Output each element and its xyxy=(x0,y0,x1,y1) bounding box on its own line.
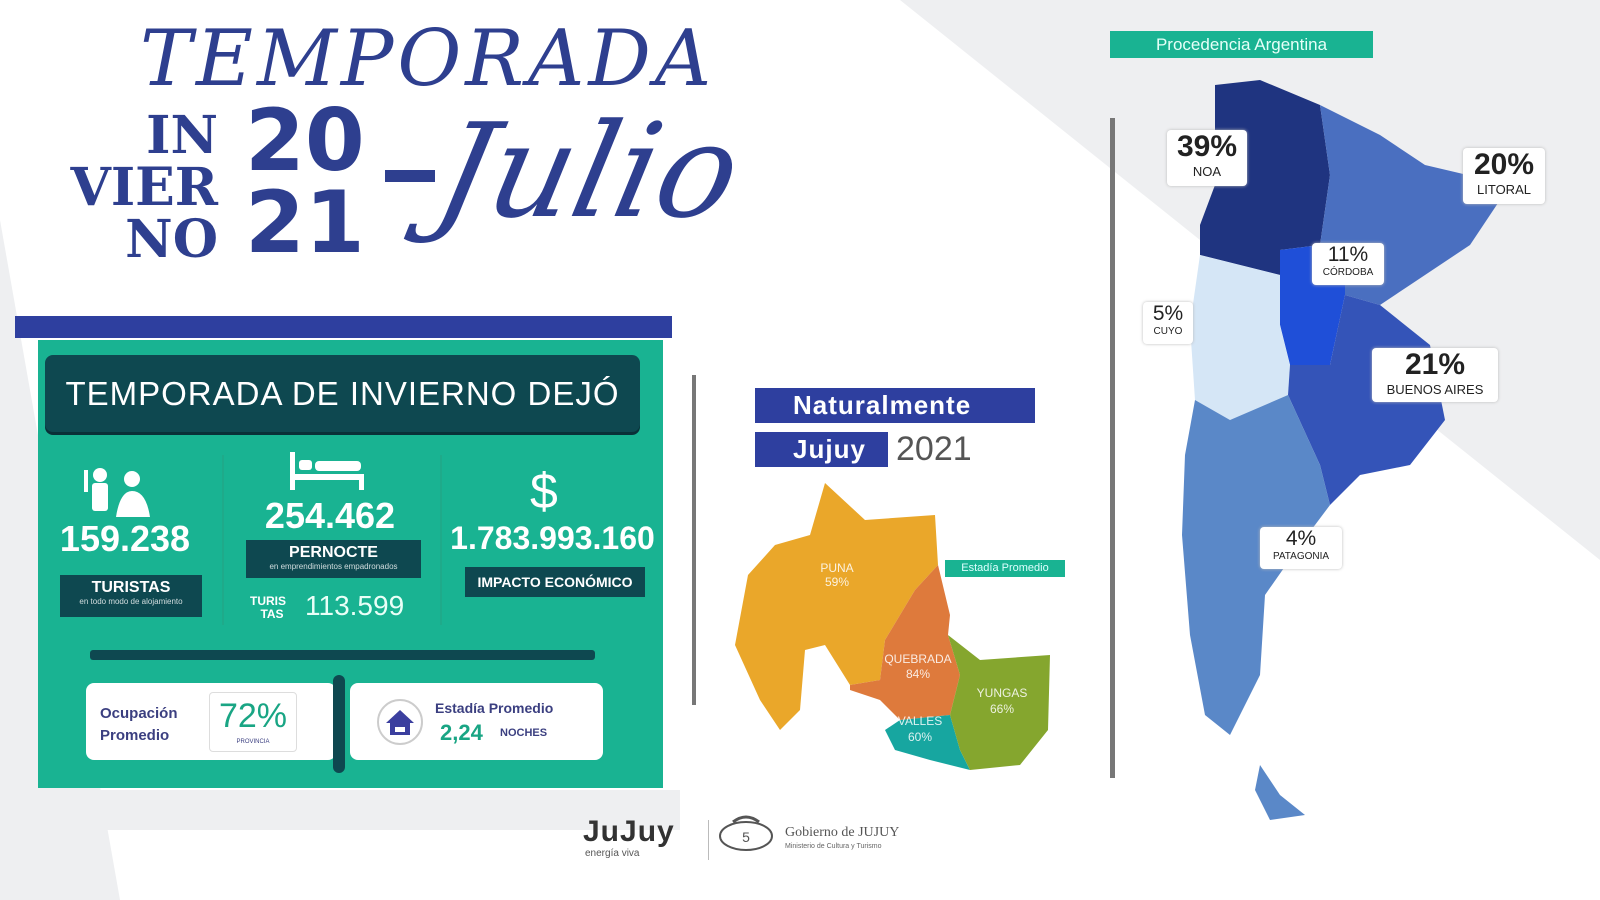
naturalmente-label: Naturalmente xyxy=(755,388,1035,423)
panel-heading: TEMPORADA DE INVIERNO DEJÓ xyxy=(45,355,640,432)
badge-cordoba: 11% CÓRDOBA xyxy=(1312,243,1384,285)
month: Julio xyxy=(423,95,754,247)
divider xyxy=(222,455,224,625)
region-yungas xyxy=(948,635,1050,770)
season-line: IN xyxy=(146,105,218,166)
season-line: NO xyxy=(125,209,218,270)
region-quebrada xyxy=(850,565,960,720)
jujuy-year: 2021 xyxy=(896,430,972,468)
region-value: 84% xyxy=(906,667,930,681)
divider xyxy=(333,675,345,773)
badge-cuyo: 5% CUYO xyxy=(1143,302,1193,344)
overnight-sublabel: en emprendimientos empadronados xyxy=(269,562,398,571)
badge-value: 20% xyxy=(1473,148,1535,181)
government-seal-icon: 5 xyxy=(719,815,773,851)
argentina-title: Procedencia Argentina xyxy=(1110,31,1373,58)
year: 20 21 xyxy=(245,91,365,273)
ministry-name: Ministerio de Cultura y Turismo xyxy=(785,843,882,850)
tourists-sublabel: en todo modo de alojamiento xyxy=(79,597,183,606)
occupancy-value: 72% xyxy=(218,697,288,735)
svg-text:5: 5 xyxy=(742,829,750,845)
extra-label-line: TAS xyxy=(260,607,284,621)
badge-noa: 39% NOA xyxy=(1167,130,1247,186)
region-patagonia xyxy=(1182,395,1330,735)
badge-value: 21% xyxy=(1404,348,1466,381)
region-noa xyxy=(1200,80,1330,275)
impact-value: 1.783.993.160 xyxy=(450,520,655,556)
region-cuyo xyxy=(1190,255,1290,420)
region-buenos-aires xyxy=(1288,295,1445,505)
top-bar xyxy=(15,316,672,338)
government-name: Gobierno de JUJUY xyxy=(785,825,900,840)
region-puna xyxy=(735,483,938,730)
badge-value: 4% xyxy=(1285,527,1317,550)
year-line: 20 xyxy=(245,91,365,191)
label-line: Promedio xyxy=(100,727,170,744)
divider xyxy=(692,375,696,705)
badge-label: CÓRDOBA xyxy=(1322,267,1374,278)
stay-unit: NOCHES xyxy=(500,727,548,739)
extra-label-line: TURIS xyxy=(250,594,286,608)
divider xyxy=(440,455,442,625)
region-label: PUNA xyxy=(820,561,853,575)
dollar-icon: $ xyxy=(530,463,558,519)
divider xyxy=(708,820,709,860)
bed-icon xyxy=(290,452,364,490)
region-value: 59% xyxy=(825,575,849,589)
region-label: VALLES xyxy=(898,714,942,728)
region-label: YUNGAS xyxy=(977,686,1028,700)
badge-buenos-aires: 21% BUENOS AIRES xyxy=(1372,348,1498,402)
season-word: IN VIER NO xyxy=(58,110,218,266)
badge-value: 11% xyxy=(1327,243,1369,266)
region-label: QUEBRADA xyxy=(884,652,951,666)
divider-bar xyxy=(90,650,595,660)
badge-value: 5% xyxy=(1152,302,1184,325)
tourists-icon xyxy=(84,468,150,517)
jujuy-label: Jujuy xyxy=(755,432,888,467)
legend-label: Estadía Promedio xyxy=(945,560,1065,577)
overnight-value: 254.462 xyxy=(264,495,396,536)
badge-label: CUYO xyxy=(1153,326,1183,337)
divider xyxy=(1110,118,1115,778)
house-icon xyxy=(377,699,423,745)
jujuy-tagline: energía viva xyxy=(585,848,640,859)
tourists-label: TURISTAS xyxy=(91,579,171,596)
overnight-tag: PERNOCTE en emprendimientos empadronados xyxy=(246,540,421,578)
jujuy-logo: JuJuy xyxy=(583,815,675,848)
overnight-label: PERNOCTE xyxy=(289,544,378,561)
season-line: VIER xyxy=(70,157,218,218)
region-tierra-del-fuego xyxy=(1255,765,1305,820)
label-line: Ocupación xyxy=(100,705,178,722)
year-line: 21 xyxy=(245,173,365,273)
badge-label: PATAGONIA xyxy=(1272,551,1330,562)
occupancy-sublabel: PROVINCIA xyxy=(236,739,270,745)
badge-litoral: 20% LITORAL xyxy=(1463,148,1545,204)
stay-value: 2,24 xyxy=(440,720,483,745)
badge-value: 39% xyxy=(1176,130,1238,163)
tourists-extra-value: 113.599 xyxy=(305,590,405,621)
stay-label: Estadía Promedio xyxy=(435,700,554,716)
dash xyxy=(385,170,435,182)
tourists-extra-label: TURIS TAS xyxy=(250,595,286,621)
region-value: 66% xyxy=(990,702,1014,716)
region-valles xyxy=(885,715,970,770)
region-value: 60% xyxy=(908,730,932,744)
badge-label: BUENOS AIRES xyxy=(1386,382,1484,397)
badge-patagonia: 4% PATAGONIA xyxy=(1260,527,1342,569)
badge-label: LITORAL xyxy=(1477,182,1531,197)
tourists-value: 159.238 xyxy=(59,518,191,559)
occupancy-label: Ocupación Promedio xyxy=(100,703,178,747)
badge-label: NOA xyxy=(1192,164,1222,179)
impact-label: IMPACTO ECONÓMICO xyxy=(465,567,645,597)
tourists-tag: TURISTAS en todo modo de alojamiento xyxy=(60,575,202,617)
title: TEMPORADA xyxy=(140,14,716,104)
occupancy-value-box: 72% PROVINCIA xyxy=(209,692,297,752)
